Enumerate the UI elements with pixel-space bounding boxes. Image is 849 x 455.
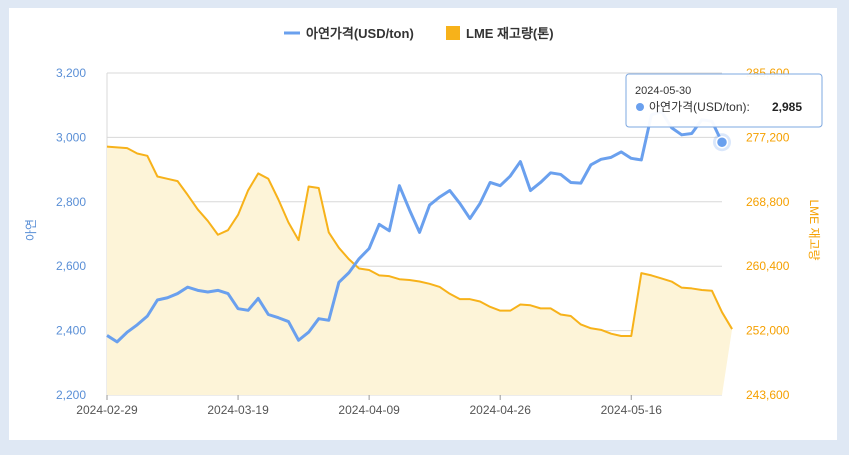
tooltip-label: 아연가격(USD/ton): <box>649 100 750 114</box>
x-tick-label: 2024-05-16 <box>601 403 663 417</box>
left-axis-ticks: 2,200 2,400 2,600 2,800 3,000 3,200 <box>56 66 86 402</box>
right-tick-label: 243,600 <box>746 388 790 402</box>
right-axis-title: LME 재고량 <box>807 199 821 260</box>
tooltip-date: 2024-05-30 <box>635 85 691 97</box>
legend-lme-label: LME 재고량(톤) <box>466 26 554 41</box>
right-axis-ticks: 243,600252,000260,400268,800277,200285,6… <box>746 66 790 402</box>
legend-item-zinc[interactable]: 아연가격(USD/ton) <box>284 26 414 41</box>
left-tick-label: 3,000 <box>56 130 86 144</box>
lme-line <box>106 145 733 337</box>
zinc-series <box>106 110 724 344</box>
tooltip-value: 2,985 <box>772 100 802 114</box>
legend-lme-swatch <box>446 26 460 40</box>
left-tick-label: 3,200 <box>56 66 86 80</box>
highlight-point <box>715 135 729 149</box>
zinc-lme-chart: 아연가격(USD/ton) LME 재고량(톤) 2,200 2,400 2,600… <box>24 26 823 417</box>
zinc-line <box>106 110 724 344</box>
left-axis-title: 아연 <box>24 219 38 241</box>
legend-item-lme[interactable]: LME 재고량(톤) <box>446 26 554 41</box>
legend-zinc-label: 아연가격(USD/ton) <box>306 26 414 41</box>
x-tick-label: 2024-02-29 <box>76 403 138 417</box>
left-tick-label: 2,600 <box>56 259 86 273</box>
x-tick-label: 2024-03-19 <box>207 403 269 417</box>
lme-series <box>106 145 733 337</box>
tooltip-box <box>625 73 823 128</box>
right-tick-label: 268,800 <box>746 195 790 209</box>
lme-area-fill <box>107 146 733 395</box>
left-tick-label: 2,200 <box>56 388 86 402</box>
highlight-marker[interactable] <box>713 133 731 152</box>
tooltip: 2024-05-30 아연가격(USD/ton): 2,985 <box>625 73 823 128</box>
right-tick-label: 277,200 <box>746 130 790 144</box>
lme-area <box>107 146 733 395</box>
x-tick-label: 2024-04-09 <box>338 403 400 417</box>
right-tick-label: 252,000 <box>746 324 790 338</box>
tooltip-series-dot <box>636 103 644 111</box>
left-tick-label: 2,800 <box>56 195 86 209</box>
x-tick-label: 2024-04-26 <box>470 403 532 417</box>
x-axis-ticks: 2024-02-29 2024-03-19 2024-04-09 2024-04-26… <box>76 395 662 417</box>
left-tick-label: 2,400 <box>56 324 86 338</box>
right-tick-label: 260,400 <box>746 259 790 273</box>
legend[interactable]: 아연가격(USD/ton) LME 재고량(톤) <box>284 26 554 41</box>
chart-panel: 아연가격(USD/ton) LME 재고량(톤) 2,200 2,400 2,600… <box>9 8 837 440</box>
